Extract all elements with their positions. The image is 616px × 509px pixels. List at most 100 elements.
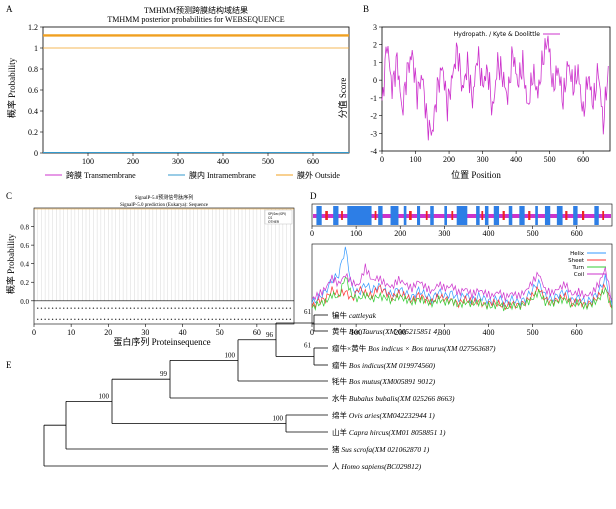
sheet-block [602,211,605,220]
helix-block [493,206,500,225]
panel-b-yaxis: -4 -3 -2 -1 0 1 2 3 [370,23,382,156]
sequence-dot [219,318,221,321]
x-tick-label: 600 [307,157,319,166]
y-tick-label: 1.2 [28,23,38,32]
taxon-scientific-name: cattleyak [349,311,377,320]
sequence-dot [196,307,199,309]
x-tick-label: 60 [253,328,261,337]
sequence-dot [289,307,291,309]
sequence-dot [185,307,187,309]
helix-block [484,206,489,225]
sequence-dot [37,318,39,321]
sequence-dot [259,307,262,309]
bootstrap-100-root: 100 [99,392,110,400]
sequence-dot [96,307,98,309]
helix-block [476,206,480,225]
x-tick-label: 100 [82,157,94,166]
sequence-dot [274,318,277,321]
sequence-dot [167,318,169,321]
panel-e-letter: E [6,360,12,370]
legend-label-helix: Helix [570,251,585,257]
x-tick-label: 500 [262,157,274,166]
sequence-dot [174,318,176,321]
x-tick-label: 400 [482,328,494,337]
y-tick-label: 0.2 [20,279,29,287]
x-tick-label: 100 [350,229,362,238]
panel-a-subtitle: TMHMM posterior probabilities for WEBSEQ… [107,15,284,24]
sequence-dot [129,307,132,309]
panel-a-yaxis: 0 0.2 0.4 0.6 0.8 1 1.2 [28,23,43,158]
legend-outside-label: 膜外 Outside [297,170,340,180]
x-tick-label: 200 [443,155,455,164]
helix-block [508,206,513,225]
y-tick-label: 1 [34,44,38,53]
panel-c-yaxis: 0.0 0.2 0.4 0.6 0.8 [20,224,34,306]
sequence-dot [196,318,199,321]
x-tick-label: 40 [179,328,187,337]
sequence-dot [48,318,50,321]
panel-c-xlabel: 蛋白序列 Proteinsequence [113,336,210,347]
panel-d-letter: D [310,191,317,201]
panel-c: C SignalP-5.0预测信号肽序列 SignalP-5.0 predict… [5,191,295,347]
sequence-dot [211,318,213,321]
sequence-dot [222,318,225,321]
sequence-dot [133,307,135,309]
sequence-dot [256,318,258,321]
panel-d-frame [311,243,613,325]
sequence-dot [144,307,147,309]
helix-block [456,206,468,225]
y-tick-label: 0.8 [20,224,29,232]
sequence-dot [152,307,154,309]
taxon-label: 瘤牛 Bos indicus(XM 019974560) [332,360,436,370]
taxon-common-name: 人 [332,462,341,471]
legend-transmembrane-label: 跨膜 Transmembrane [66,170,136,180]
taxon-common-name: 牦牛 [332,376,349,386]
y-tick-label: 0.0 [20,298,29,306]
helix-block [403,206,407,225]
helix-block [430,206,434,225]
sequence-dot [118,318,121,321]
panel-c-letter: C [6,191,12,201]
taxon-scientific-name: Bos mutus [349,377,380,386]
sequence-dot [248,318,251,321]
sequence-dot [63,307,65,309]
sequence-dot [226,318,228,321]
y-tick-label: 0 [34,149,38,158]
sequence-dot [256,307,258,309]
y-tick-label: 0.2 [28,128,38,137]
y-tick-label: -3 [370,129,377,138]
helix-block [573,206,578,225]
sequence-dot [285,307,288,309]
sequence-dot [252,318,254,321]
taxon-accession: (XM 025266 8663) [397,394,455,403]
sequence-dot [103,307,106,309]
y-tick-label: 2 [373,41,377,50]
sequence-dot [92,318,95,321]
series-line-sheet [311,283,613,311]
sequence-dot [241,307,243,309]
y-tick-label: 0 [373,76,377,85]
sequence-dot [226,307,228,309]
sequence-dot [204,307,206,309]
taxon-accession: (BC029812) [384,462,422,471]
panel-b-letter: B [363,4,369,14]
panel-a-xaxis: 100 200 300 400 500 600 [82,153,319,166]
panel-d-track-xaxis: 0 100 200 300 400 500 600 [310,226,583,238]
sequence-dot [152,318,154,321]
panel-d-lines [311,246,613,312]
x-tick-label: 400 [217,157,229,166]
sequence-dot [55,318,57,321]
sequence-dot [141,318,143,321]
taxon-label: 人 Homo sapiens(BC029812) [332,462,422,471]
x-tick-label: 0 [310,229,314,238]
sequence-dot [51,318,54,321]
sequence-dot [55,307,57,309]
sequence-dot [271,318,273,321]
sequence-dot [170,318,173,321]
y-tick-label: -1 [370,94,377,103]
sequence-dot [274,307,277,309]
sequence-dot [211,307,213,309]
panel-c-subtitle: SignalP-5.0 prediction (Eukarya): Sequen… [120,203,209,208]
panel-e-tree-branches [43,314,328,467]
